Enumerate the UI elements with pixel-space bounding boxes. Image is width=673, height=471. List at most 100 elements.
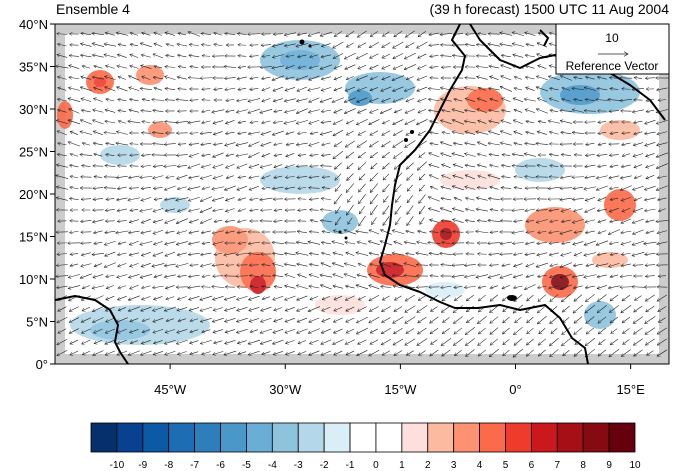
wind-vector [430, 55, 439, 56]
wind-vector [285, 87, 296, 90]
wind-vector [371, 162, 378, 169]
wind-vector [524, 99, 536, 102]
wind-vector [238, 121, 247, 123]
wind-vector [382, 76, 391, 79]
wind-vector [141, 111, 152, 112]
wind-vector [92, 219, 104, 223]
wind-vector [262, 55, 271, 56]
wind-vector [500, 86, 513, 92]
wind-vector [92, 33, 105, 34]
wind-vector [213, 120, 224, 124]
wind-vector [335, 216, 342, 225]
wind-vector [356, 75, 368, 81]
wind-vector [646, 220, 655, 222]
colorbar-swatch [401, 422, 429, 453]
wind-vector [561, 154, 571, 155]
wind-vector [130, 33, 139, 36]
wind-vector [225, 33, 236, 34]
wind-vector [212, 230, 225, 233]
wind-vector [274, 209, 283, 210]
wind-vector [201, 164, 211, 168]
wind-vector [370, 183, 379, 192]
colorbar-swatch [349, 422, 377, 453]
wind-vector [94, 242, 103, 244]
colorbar-label: 8 [580, 460, 586, 471]
wind-vector [69, 77, 80, 79]
wind-vector [286, 65, 295, 68]
wind-vector [142, 76, 151, 80]
wind-vector [58, 88, 67, 91]
wind-vector [418, 109, 427, 112]
wind-vector [596, 175, 608, 179]
wind-vector [250, 88, 259, 89]
wind-vector [154, 66, 163, 68]
wind-vector [346, 30, 355, 37]
wind-vector [632, 218, 644, 223]
wind-vector [333, 150, 344, 159]
wind-vector [645, 78, 655, 79]
wind-vector [405, 108, 416, 113]
land-strip-north [55, 24, 669, 34]
wind-vector [310, 54, 319, 58]
wind-vector [609, 111, 620, 112]
wind-vector [548, 76, 560, 81]
wind-vector [286, 143, 295, 145]
wind-vector [536, 210, 548, 211]
wind-vector [178, 66, 187, 67]
wind-vector [501, 188, 512, 189]
wind-vector [334, 162, 342, 170]
lat-label: 0° [36, 357, 48, 372]
wind-vector [406, 231, 415, 234]
wind-vector [260, 164, 272, 167]
wind-vector [128, 121, 141, 123]
wind-vector [512, 154, 524, 157]
wind-vector [419, 152, 426, 158]
wind-vector [333, 53, 344, 58]
wind-vector [476, 198, 488, 201]
wind-vector [140, 208, 153, 212]
wind-vector [609, 155, 619, 156]
wind-vector [585, 154, 595, 155]
wind-vector [141, 165, 152, 166]
wind-vector [164, 143, 176, 144]
wind-vector [201, 44, 211, 45]
wind-vector [226, 154, 235, 156]
wind-vector [129, 110, 140, 113]
wind-vector [262, 120, 271, 123]
wind-vector [610, 88, 619, 89]
wind-vector [262, 187, 271, 188]
wind-vector [214, 220, 223, 222]
wind-vector [140, 43, 152, 48]
wind-vector [273, 98, 283, 102]
colorbar-swatch [479, 422, 506, 453]
wind-vector [296, 75, 309, 80]
wind-vector [260, 210, 272, 211]
wind-vector [620, 175, 632, 178]
wind-vector [153, 219, 164, 223]
wind-vector [272, 130, 284, 135]
wind-vector [177, 186, 187, 189]
wind-vector [164, 165, 177, 166]
wind-vector [382, 64, 391, 69]
wind-vector [357, 86, 367, 91]
wind-vector [213, 143, 223, 144]
wind-vector [441, 67, 451, 68]
colorbar-label: -5 [242, 460, 251, 471]
wind-vector [200, 218, 212, 224]
lat-label: 40°N [19, 17, 48, 32]
wind-vector [166, 55, 175, 56]
wind-vector [80, 120, 92, 125]
wind-vector [249, 176, 260, 178]
wind-vector [478, 176, 487, 179]
wind-vector [359, 215, 366, 226]
wind-vector [369, 230, 380, 235]
wind-vector [309, 75, 320, 80]
lat-label: 10°N [19, 272, 48, 287]
wind-vector [358, 162, 367, 169]
wind-vector [597, 154, 608, 155]
wind-vector [81, 77, 92, 80]
wind-vector [646, 230, 655, 233]
wind-vector [333, 230, 343, 235]
wind-vector [573, 187, 584, 188]
wind-vector [129, 188, 139, 189]
